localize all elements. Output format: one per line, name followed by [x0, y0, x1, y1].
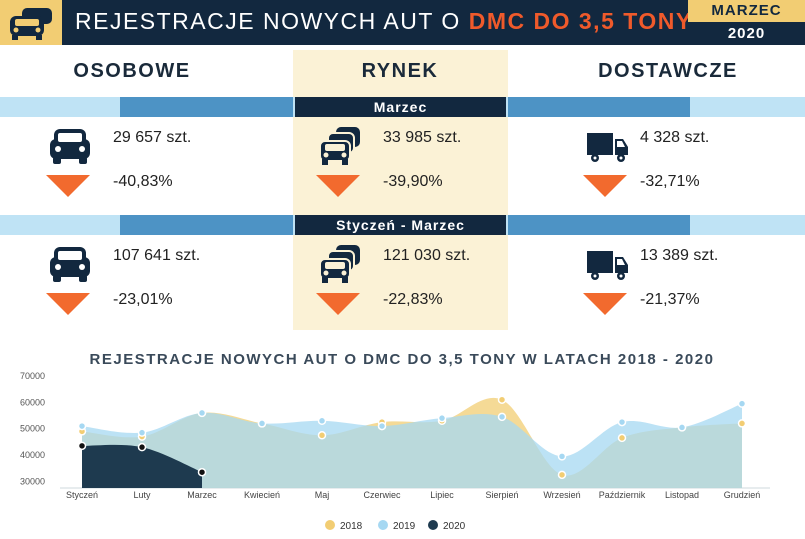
y-tick-label: 70000 [20, 371, 45, 381]
section-label: Marzec [295, 97, 506, 117]
data-point [197, 408, 207, 418]
data-point [557, 452, 567, 461]
data-point [497, 395, 507, 404]
y-tick-label: 40000 [20, 450, 45, 460]
vehicle-icon [48, 127, 92, 172]
market-column-bg [293, 50, 508, 330]
y-tick-label: 30000 [20, 476, 45, 486]
area [82, 403, 742, 488]
chart: REJESTRACJE NOWYCH AUT O DMC DO 3,5 TONY… [20, 351, 770, 532]
data-point [77, 421, 87, 431]
down-arrow [316, 175, 360, 202]
header-bar [0, 0, 805, 45]
cars-icon [10, 8, 52, 40]
vehicle-icon [48, 245, 92, 290]
legend-label: 2018 [340, 521, 363, 532]
x-tick-label: Marzec [187, 490, 217, 500]
unit-count: 29 657 szt. [113, 129, 192, 146]
x-tick-label: Październik [599, 490, 646, 500]
percent-change: -23,01% [113, 291, 173, 308]
data-point [737, 399, 747, 408]
x-tick-label: Kwiecień [244, 490, 280, 500]
data-point [677, 423, 687, 432]
unit-count: 33 985 szt. [383, 129, 462, 146]
y-tick-label: 60000 [20, 397, 45, 407]
section-label: Styczeń - Marzec [295, 215, 506, 235]
header-icon-box [0, 0, 62, 45]
x-tick-label: Styczeń [66, 490, 98, 500]
y-tick-label: 50000 [20, 424, 45, 434]
data-point [377, 421, 387, 431]
down-arrow [46, 293, 90, 320]
down-arrow [46, 175, 90, 202]
data-point [497, 412, 507, 422]
x-tick-label: Maj [315, 490, 330, 500]
percent-change: -22,83% [383, 291, 443, 308]
x-tick-label: Sierpień [485, 490, 518, 500]
data-point [557, 470, 567, 480]
data-point [317, 431, 327, 440]
data-point [617, 417, 627, 427]
header-year: 2020 [727, 25, 766, 42]
percent-change: -39,90% [383, 173, 443, 190]
area [82, 444, 202, 488]
vehicle-icon [585, 245, 629, 290]
data-point [137, 428, 147, 437]
x-tick-label: Lipiec [430, 490, 454, 500]
down-arrow [583, 293, 627, 320]
percent-change: -40,83% [113, 173, 173, 190]
x-tick-label: Grudzień [724, 490, 761, 500]
data-point [137, 442, 147, 452]
vehicle-icon [585, 127, 629, 172]
data-point [317, 416, 327, 426]
percent-change: -32,71% [640, 173, 700, 190]
data-point [77, 441, 87, 451]
header-month: MARZEC [688, 0, 805, 22]
data-point [197, 467, 207, 477]
x-tick-label: Luty [133, 490, 151, 500]
unit-count: 13 389 szt. [640, 247, 719, 264]
unit-count: 107 641 szt. [113, 247, 201, 264]
column-heading: OSOBOWE [73, 60, 191, 82]
chart-title: REJESTRACJE NOWYCH AUT O DMC DO 3,5 TONY… [90, 351, 715, 368]
data-point [617, 433, 627, 443]
legend-swatch [325, 520, 335, 530]
column-heading: DOSTAWCZE [598, 60, 738, 82]
data-point [437, 413, 447, 423]
x-tick-label: Czerwiec [363, 490, 401, 500]
legend-swatch [378, 520, 388, 530]
data-point [257, 419, 267, 428]
legend-label: 2019 [393, 521, 416, 532]
legend-swatch [428, 520, 438, 530]
column-heading: RYNEK [361, 60, 439, 82]
unit-count: 4 328 szt. [640, 129, 710, 146]
legend-label: 2020 [443, 521, 466, 532]
percent-change: -21,37% [640, 291, 700, 308]
x-tick-label: Wrzesień [543, 490, 580, 500]
header-title: REJESTRACJE NOWYCH AUT O DMC DO 3,5 TONY [75, 8, 693, 34]
vehicle-icon [318, 127, 362, 172]
vehicle-icon [318, 245, 362, 290]
unit-count: 121 030 szt. [383, 247, 471, 264]
x-tick-label: Listopad [665, 490, 699, 500]
data-point [737, 419, 747, 428]
down-arrow [316, 293, 360, 320]
down-arrow [583, 175, 627, 202]
